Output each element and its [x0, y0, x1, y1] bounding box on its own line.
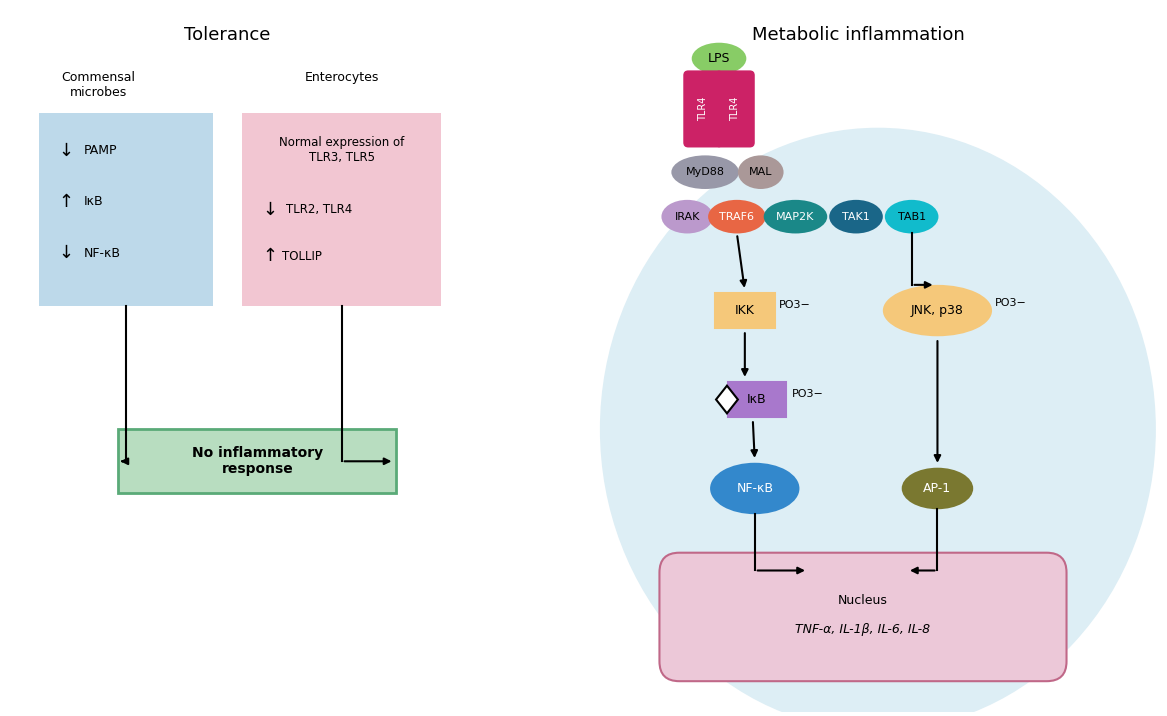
Text: MAP2K: MAP2K: [776, 212, 815, 222]
FancyBboxPatch shape: [659, 553, 1067, 681]
Ellipse shape: [600, 127, 1155, 716]
Text: Normal expression of
TLR3, TLR5: Normal expression of TLR3, TLR5: [279, 137, 404, 165]
Text: TAB1: TAB1: [897, 212, 925, 222]
Text: MyD88: MyD88: [686, 168, 725, 177]
Text: MAL: MAL: [749, 168, 773, 177]
Text: IRAK: IRAK: [675, 212, 700, 222]
FancyBboxPatch shape: [715, 70, 755, 147]
FancyBboxPatch shape: [118, 429, 397, 493]
Ellipse shape: [883, 285, 992, 337]
Ellipse shape: [708, 200, 766, 233]
Text: IκB: IκB: [84, 195, 103, 208]
Text: IKK: IKK: [735, 304, 755, 317]
Text: ↓: ↓: [58, 244, 74, 262]
Text: Metabolic inflammation: Metabolic inflammation: [752, 26, 964, 44]
Text: TNF-α, IL-1β, IL-6, IL-8: TNF-α, IL-1β, IL-6, IL-8: [796, 624, 930, 637]
Ellipse shape: [692, 43, 747, 74]
Text: IκB: IκB: [747, 393, 767, 406]
Text: Commensal
microbes: Commensal microbes: [62, 72, 135, 100]
Text: TOLLIP: TOLLIP: [282, 250, 322, 263]
Text: PO3−: PO3−: [791, 389, 824, 399]
Ellipse shape: [671, 155, 739, 189]
Text: Tolerance: Tolerance: [184, 26, 271, 44]
Text: Enterocytes: Enterocytes: [305, 72, 379, 84]
Text: PO3−: PO3−: [995, 298, 1027, 308]
Text: No inflammatory
response: No inflammatory response: [191, 446, 323, 476]
Text: NF-κB: NF-κB: [736, 482, 774, 495]
Text: TAK1: TAK1: [843, 212, 869, 222]
Text: PAMP: PAMP: [84, 144, 117, 157]
Text: TLR2, TLR4: TLR2, TLR4: [286, 203, 352, 216]
Text: TRAF6: TRAF6: [719, 212, 754, 222]
Text: NF-κB: NF-κB: [84, 247, 120, 260]
Text: LPS: LPS: [707, 52, 731, 65]
Text: PO3−: PO3−: [778, 299, 810, 309]
Text: Nucleus: Nucleus: [838, 594, 888, 606]
Text: ↑: ↑: [58, 193, 74, 211]
Text: AP-1: AP-1: [923, 482, 951, 495]
Text: ↑: ↑: [263, 247, 278, 265]
Ellipse shape: [662, 200, 713, 233]
Polygon shape: [717, 386, 738, 413]
FancyBboxPatch shape: [728, 382, 785, 417]
FancyBboxPatch shape: [684, 70, 724, 147]
Ellipse shape: [738, 155, 783, 189]
Text: JNK, p38: JNK, p38: [911, 304, 964, 317]
Text: TLR4: TLR4: [698, 97, 708, 121]
Ellipse shape: [902, 468, 973, 509]
Ellipse shape: [830, 200, 883, 233]
FancyBboxPatch shape: [243, 113, 441, 306]
Ellipse shape: [885, 200, 938, 233]
Ellipse shape: [710, 463, 799, 514]
Text: TLR4: TLR4: [729, 97, 740, 121]
Text: ↓: ↓: [263, 200, 278, 219]
Ellipse shape: [763, 200, 827, 233]
FancyBboxPatch shape: [39, 113, 212, 306]
Text: ↓: ↓: [58, 142, 74, 160]
FancyBboxPatch shape: [715, 293, 775, 329]
